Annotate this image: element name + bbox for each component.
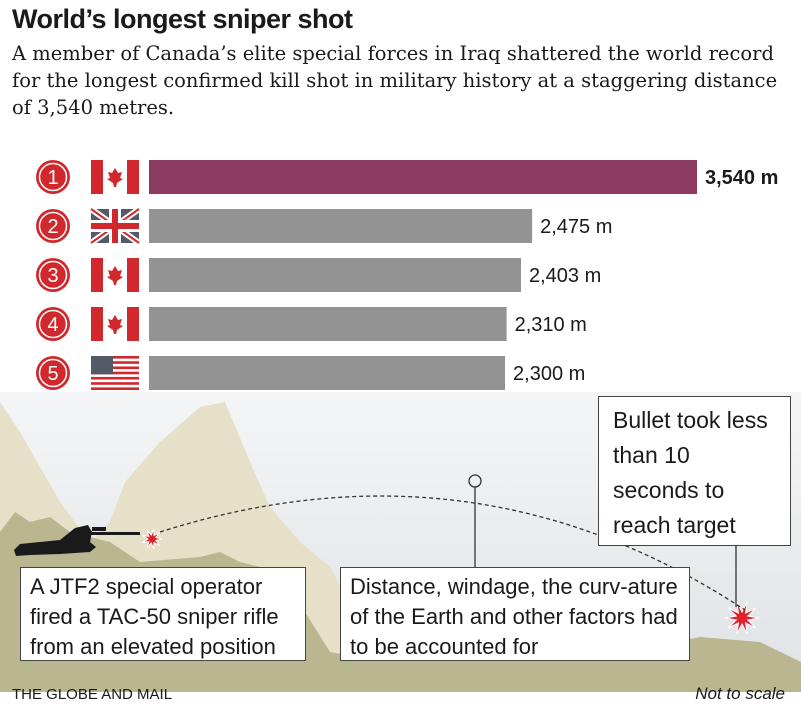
bar-chart: 1 3,540 m 2 2,475 m 3 2,403 m 4 2,310 m 5 2,300 m [36,160,778,390]
canada-flag-icon [91,160,139,194]
bar [149,307,507,341]
bar [149,209,533,243]
subtitle: A member of Canada’s elite special force… [12,42,778,119]
rank-number: 3 [47,265,58,287]
bar-value-label: 2,310 m [515,314,587,336]
muzzle-flash-icon [142,529,163,549]
callout-shooter: A JTF2 special operator fired a TAC-50 s… [20,567,306,661]
rank-badge [36,356,70,390]
rank-badge-ring [38,211,68,241]
bar-value-label: 2,403 m [529,265,601,287]
rank-badge [36,307,70,341]
scale-note: Not to scale [695,684,785,703]
impact-burst-icon [724,601,760,635]
bar [149,258,521,292]
rank-number: 4 [47,314,58,336]
rank-badge-ring [38,309,68,339]
bar [149,356,506,390]
page-title: World’s longest sniper shot [12,4,353,34]
rank-badge-ring [38,260,68,290]
rank-badge [36,160,70,194]
rank-badge [36,258,70,292]
rank-number: 5 [47,363,58,385]
bar-value-label: 3,540 m [705,167,778,189]
united-states-flag-icon [91,356,139,390]
canada-flag-icon [91,307,139,341]
bar-value-label: 2,300 m [513,363,585,385]
rank-number: 2 [47,216,58,238]
source-credit: THE GLOBE AND MAIL [12,686,173,703]
rank-badge-ring [38,162,68,192]
canada-flag-icon [91,258,139,292]
united-kingdom-flag-icon [89,206,141,246]
callout-factors: Distance, windage, the curv-ature of the… [340,567,690,661]
rank-number: 1 [47,167,58,189]
bar-value-label: 2,475 m [540,216,612,238]
rank-badge-ring [38,358,68,388]
bar [149,160,697,194]
callout-time: Bullet took less than 10 seconds to reac… [598,396,791,546]
sniper-silhouette [14,525,140,556]
rank-badge [36,209,70,243]
